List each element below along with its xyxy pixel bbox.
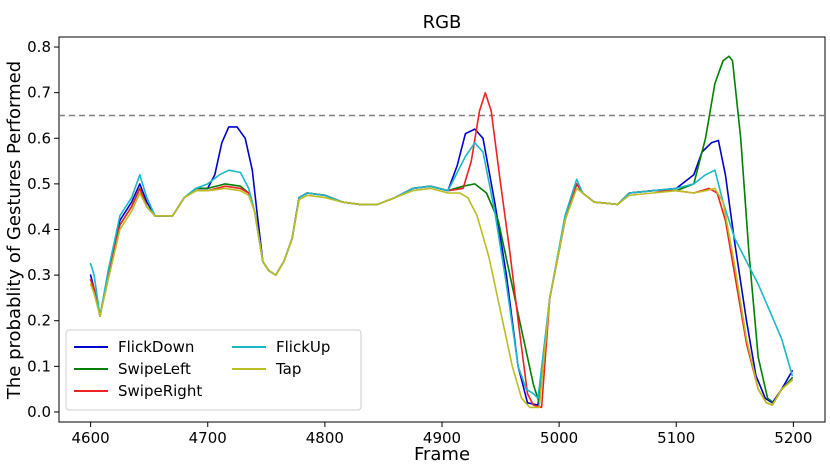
y-tick-label: 0.1 — [27, 357, 51, 375]
y-tick-label: 0.0 — [27, 403, 51, 421]
axes-layer: 4600 4700 4800 4900 5000 5100 5200 0.0 0.1 0.2 0.3… — [27, 36, 826, 447]
y-tick-label: 0.5 — [27, 175, 51, 193]
y-tick-label: 0.6 — [27, 129, 51, 147]
y-tick-label: 0.7 — [27, 84, 51, 102]
x-tick-label: 5000 — [540, 429, 578, 447]
x-tick-label: 4700 — [189, 429, 227, 447]
x-tick-label: 5200 — [774, 429, 812, 447]
legend-box — [65, 329, 362, 411]
x-tick-label: 4900 — [423, 429, 461, 447]
y-tick-label: 0.2 — [27, 312, 51, 330]
x-axis-title: Frame — [414, 444, 470, 465]
legend-label: SwipeLeft — [118, 360, 191, 378]
chart-title: RGB — [423, 12, 462, 33]
x-tick-label: 4800 — [306, 429, 344, 447]
legend: FlickDown SwipeLeft SwipeRight FlickUp Tap — [65, 329, 362, 411]
legend-label: Tap — [275, 360, 301, 378]
y-tick-label: 0.4 — [27, 221, 51, 239]
y-tick-label: 0.8 — [27, 38, 51, 56]
legend-label: FlickDown — [118, 338, 194, 356]
series-layer — [89, 55, 794, 409]
y-tick-label: 0.3 — [27, 266, 51, 284]
x-tick-label: 5100 — [657, 429, 695, 447]
series-line-tap — [89, 187, 794, 409]
legend-label: SwipeRight — [118, 382, 202, 400]
x-tick-label: 4600 — [72, 429, 110, 447]
y-axis-title: The probablity of Gestures Performed — [4, 61, 25, 400]
legend-label: FlickUp — [276, 338, 330, 356]
